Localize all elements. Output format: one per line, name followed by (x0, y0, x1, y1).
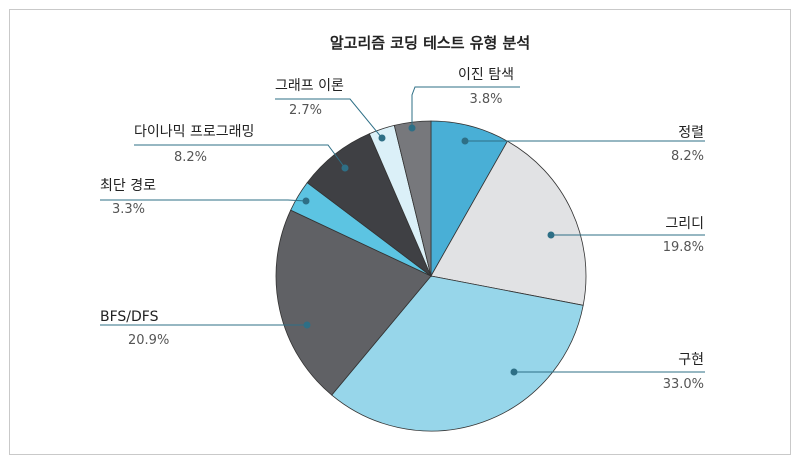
slice-label: 그리디 (665, 216, 704, 232)
pie-slice (331, 275, 584, 432)
slice-percent: 3.3% (112, 202, 145, 217)
leader-dot (341, 164, 349, 172)
leader-dot (302, 197, 310, 205)
slice-label: 다이나믹 프로그래밍 (134, 124, 254, 140)
slice-percent: 2.7% (289, 103, 322, 118)
leader-line (275, 98, 383, 139)
slice-percent: 19.8% (663, 240, 704, 255)
leader-dot (303, 321, 311, 329)
pie-slice (393, 120, 432, 277)
pie-slice (430, 140, 587, 306)
slice-label: 최단 경로 (100, 178, 156, 194)
slice-percent: 8.2% (671, 149, 704, 164)
leader-line (134, 144, 346, 169)
leader-dot (510, 368, 518, 376)
chart-frame (9, 9, 791, 455)
leader-dot (408, 124, 416, 132)
leader-dot (547, 231, 555, 239)
slice-label: 그래프 이론 (275, 78, 344, 94)
slice-percent: 33.0% (663, 377, 704, 392)
slice-percent: 3.8% (469, 92, 502, 107)
pie-slice (275, 209, 432, 396)
slice-label: 이진 탐색 (458, 67, 514, 83)
leader-line (411, 86, 520, 128)
slice-percent: 20.9% (128, 333, 169, 348)
slice-label: BFS/DFS (100, 309, 159, 325)
leader-dot (461, 137, 469, 145)
leader-line (100, 199, 307, 202)
slice-label: 정렬 (678, 125, 704, 141)
chart-title: 알고리즘 코딩 테스트 유형 분석 (330, 34, 530, 52)
slice-percent: 8.2% (174, 150, 207, 165)
slice-label: 구현 (678, 352, 704, 368)
leader-dot (378, 134, 386, 142)
